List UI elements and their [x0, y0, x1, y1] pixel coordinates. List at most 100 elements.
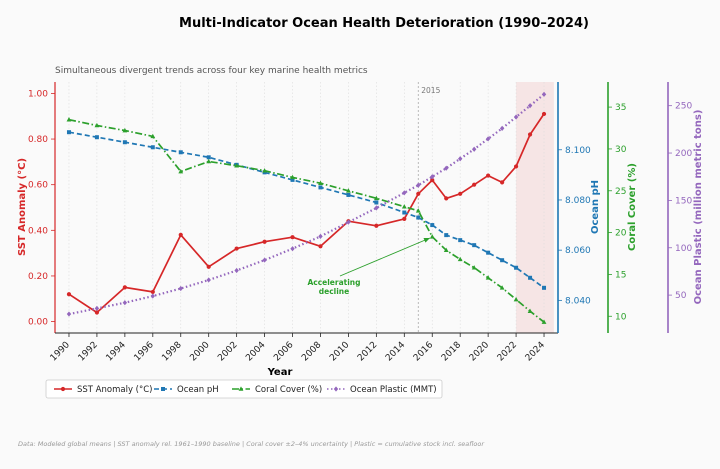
data-point: [318, 185, 323, 190]
data-point: [318, 180, 323, 186]
data-point: [402, 190, 407, 196]
reference-label-2015: 2015: [421, 86, 440, 95]
data-point: [66, 117, 72, 122]
data-point: [234, 246, 239, 251]
data-point: [485, 136, 491, 142]
data-point: [206, 158, 212, 164]
annotation-arrow: [339, 237, 431, 277]
legend-entry-label: Ocean Plastic (MMT): [350, 385, 437, 395]
data-point: [346, 192, 351, 197]
y2-axis-label: Ocean pH: [590, 180, 601, 234]
y1-tick-label: 0.40: [28, 226, 48, 236]
data-point: [150, 145, 155, 150]
data-point: [444, 196, 449, 201]
data-point: [541, 111, 547, 117]
data-point: [346, 188, 351, 193]
data-point: [206, 277, 211, 283]
data-point: [206, 155, 211, 160]
y4-axis-label: Ocean Plastic (million metric tons): [693, 110, 704, 305]
legend: SST Anomaly (°C) Ocean pH Coral Cover (%) O…: [45, 379, 443, 399]
data-point: [542, 285, 547, 290]
data-point: [206, 264, 211, 269]
y3-tick-label: 35: [615, 103, 626, 113]
data-point: [122, 285, 127, 290]
data-point: [122, 300, 128, 306]
data-point: [429, 234, 435, 239]
data-point: [374, 205, 379, 211]
data-point: [415, 208, 421, 213]
data-point: [234, 163, 240, 168]
data-point: [513, 164, 519, 169]
data-point: [401, 204, 407, 209]
data-point: [178, 285, 183, 292]
data-point: [457, 256, 463, 262]
data-point: [94, 135, 99, 140]
data-point: [527, 103, 533, 109]
data-point: [66, 130, 71, 135]
data-point: [66, 292, 72, 297]
series-layer: [66, 91, 547, 324]
y3-tick-label: 20: [615, 229, 627, 239]
data-point: [416, 191, 421, 196]
y3-tick-label: 15: [615, 270, 626, 280]
data-point: [416, 182, 421, 188]
data-point: [262, 239, 267, 244]
legend-frame: [45, 379, 443, 399]
legend-swatch-marker: [161, 387, 165, 391]
data-point: [178, 232, 183, 237]
data-point: [514, 265, 519, 270]
data-point: [443, 247, 449, 252]
data-point: [178, 150, 183, 155]
data-point: [318, 244, 323, 249]
series-y1: [66, 111, 547, 315]
y4-tick-label: 50: [675, 291, 687, 301]
y2-tick-label: 8.060: [565, 246, 591, 256]
data-point: [416, 215, 421, 220]
annotation-text-line1: Accelerating: [307, 278, 360, 287]
data-point: [290, 246, 295, 252]
data-point: [122, 140, 127, 145]
annotation-arrowhead: [423, 238, 430, 243]
data-point: [94, 305, 100, 311]
data-point: [444, 165, 449, 171]
data-point: [262, 257, 267, 263]
data-point: [528, 275, 533, 280]
series-y3: [66, 117, 547, 324]
data-point: [444, 233, 449, 238]
data-point: [430, 178, 435, 183]
data-point: [500, 180, 505, 185]
data-point: [373, 195, 379, 201]
data-point: [374, 200, 379, 205]
data-point: [472, 243, 477, 248]
data-point: [150, 289, 155, 295]
data-point: [402, 216, 407, 222]
data-point: [458, 191, 463, 196]
y1-tick-label: 0.20: [28, 272, 48, 282]
y1-tick-label: 0.60: [28, 181, 48, 191]
data-point: [150, 293, 156, 299]
y2-tick-label: 8.040: [565, 296, 591, 306]
series-y2: [66, 130, 547, 290]
x-axis-label: Year: [267, 367, 293, 378]
y4-tick-label: 250: [675, 102, 692, 112]
legend-swatch-marker: [238, 386, 244, 391]
legend-entry-label: Coral Cover (%): [255, 385, 322, 395]
data-point: [150, 133, 156, 139]
data-point: [122, 127, 128, 133]
y1-tick-label: 0.00: [28, 318, 48, 328]
data-point: [262, 168, 267, 173]
data-point: [94, 310, 100, 315]
data-point: [471, 146, 477, 152]
y4-tick-label: 100: [675, 244, 692, 254]
data-point: [290, 177, 295, 182]
footnote: Data: Modeled global means | SST anomaly…: [18, 440, 485, 448]
data-point: [318, 233, 323, 239]
data-point: [541, 91, 547, 97]
data-point: [66, 311, 72, 317]
data-point: [458, 238, 463, 243]
y3-tick-label: 30: [615, 145, 627, 155]
legend-swatch-marker: [333, 386, 339, 392]
y4-tick-label: 200: [675, 149, 692, 159]
